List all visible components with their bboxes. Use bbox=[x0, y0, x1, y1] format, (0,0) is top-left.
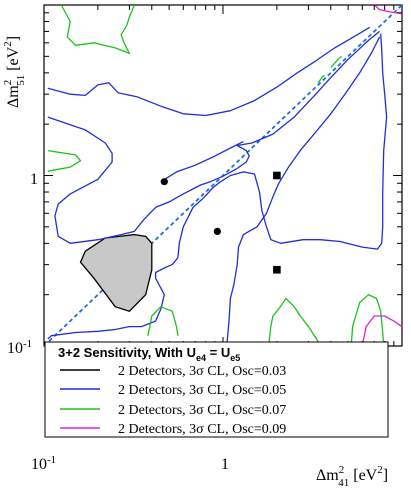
series-0-line-1 bbox=[47, 30, 381, 244]
x-axis-label-unit-a: [eV bbox=[349, 467, 377, 484]
square-marker-1 bbox=[273, 265, 281, 274]
x-axis-label-unit-sup: 2 bbox=[377, 464, 383, 476]
x-tick-label-0-base: 10 bbox=[31, 456, 47, 473]
series-0-line-3 bbox=[47, 257, 179, 340]
legend-title-a: 3+2 Sensitivity, With U bbox=[58, 345, 196, 360]
legend-label-3: 2 Detectors, 3σ CL, Osc=0.09 bbox=[118, 422, 286, 437]
series-1-line-0 bbox=[60, 4, 135, 55]
series-0-line-5 bbox=[226, 36, 381, 347]
circle-marker-1 bbox=[213, 227, 221, 236]
series-0-line-0 bbox=[47, 26, 371, 117]
legend-title: 3+2 Sensitivity, With Ue4 = Ue5 bbox=[58, 345, 240, 363]
y-tick-label-0: 10-1 bbox=[7, 338, 32, 357]
y-tick-label-0-exp: -1 bbox=[23, 338, 32, 350]
y-axis-label-unit-b: ] bbox=[5, 36, 22, 41]
series-1-line-1 bbox=[47, 149, 82, 172]
y-axis-label-sup: 2 bbox=[2, 80, 14, 86]
shaded-region-group bbox=[79, 233, 153, 312]
x-tick-label-0: 10-1 bbox=[31, 454, 56, 473]
series-2-line-1 bbox=[361, 315, 403, 347]
circle-marker-0 bbox=[160, 178, 168, 186]
x-axis-label-sub: 41 bbox=[338, 477, 349, 489]
series-1-line-4 bbox=[268, 297, 321, 347]
legend-box bbox=[44, 341, 389, 438]
y-axis-label-unit-a: [eV bbox=[5, 46, 22, 74]
x-axis-label-sup: 2 bbox=[339, 464, 345, 476]
legend-title-sub2: e5 bbox=[230, 353, 240, 363]
series-1-line-5 bbox=[350, 294, 385, 347]
shaded-region-osc-003 bbox=[79, 233, 153, 312]
x-tick-label-0-exp: -1 bbox=[47, 454, 56, 466]
legend-title-sub1: e4 bbox=[196, 353, 206, 363]
y-tick-label-1: 1 bbox=[30, 171, 38, 188]
legend-title-b: = U bbox=[206, 345, 230, 360]
y-axis-label-unit-sup: 2 bbox=[2, 41, 14, 47]
x-axis-label-unit-b: ] bbox=[383, 467, 388, 484]
legend-label-1: 2 Detectors, 3σ CL, Osc=0.05 bbox=[118, 383, 286, 398]
legend-label-0: 2 Detectors, 3σ CL, Osc=0.03 bbox=[118, 364, 286, 379]
series-1-line-6 bbox=[147, 306, 179, 336]
y-tick-label-0-base: 10 bbox=[7, 340, 23, 357]
legend: 3+2 Sensitivity, With Ue4 = Ue5 2 Detect… bbox=[44, 341, 389, 438]
series-2-line-0 bbox=[373, 4, 403, 15]
x-axis-label-main: Δm bbox=[316, 467, 339, 484]
series-0-line-4 bbox=[177, 33, 388, 258]
series-1-line-2 bbox=[317, 75, 325, 84]
x-tick-label-1: 1 bbox=[221, 456, 229, 473]
contour-series-group bbox=[47, 4, 403, 347]
x-axis-label: Δm2 41 [eV2] bbox=[316, 464, 388, 489]
square-marker-0 bbox=[273, 171, 281, 180]
y-axis-label-main: Δm bbox=[5, 85, 22, 108]
series-0-line-2 bbox=[160, 141, 244, 183]
y-axis-label: Δm251 [eV2] bbox=[2, 36, 27, 108]
y-axis-label-sub: 51 bbox=[15, 75, 27, 86]
series-1-line-3 bbox=[330, 55, 343, 68]
marker-group bbox=[160, 171, 281, 274]
legend-label-2: 2 Detectors, 3σ CL, Osc=0.07 bbox=[118, 403, 286, 418]
